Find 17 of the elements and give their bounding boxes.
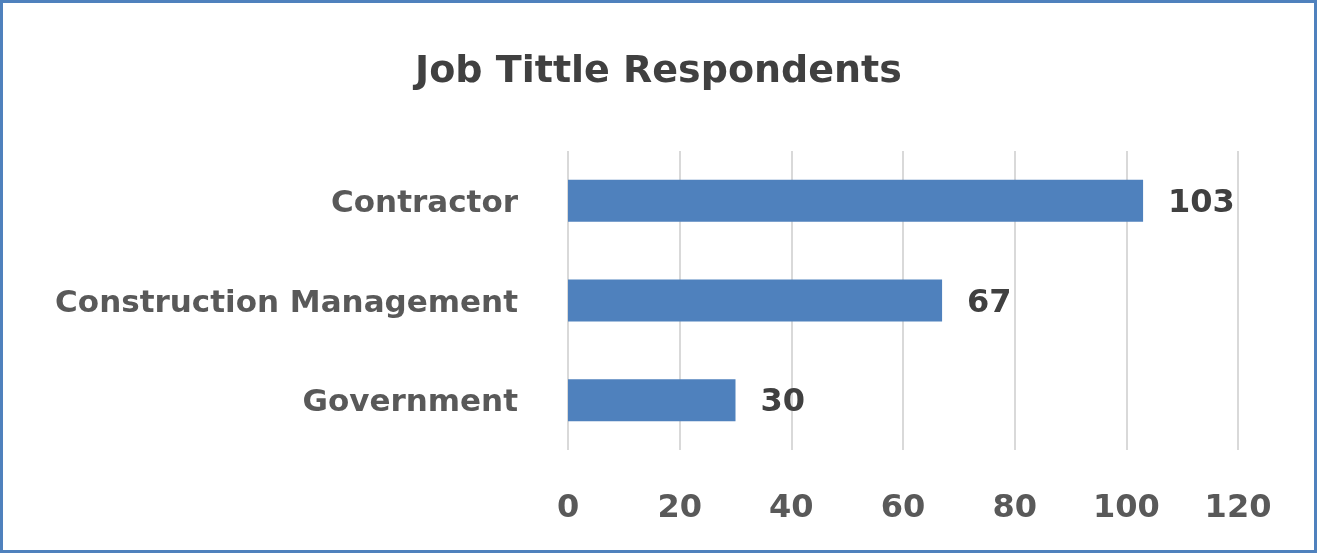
x-tick-label: 40 <box>769 487 814 525</box>
bar <box>568 379 736 422</box>
x-tick-label: 80 <box>992 487 1037 525</box>
x-tick-label: 0 <box>556 487 580 525</box>
data-label: 103 <box>1168 181 1235 220</box>
y-tick-label: Construction Management <box>55 282 519 319</box>
x-tick-label: 60 <box>880 487 926 525</box>
chart-title: Job Tittle Respondents <box>412 47 902 91</box>
y-tick-label: Government <box>302 382 519 419</box>
x-tick-label: 100 <box>1092 487 1160 525</box>
bar <box>568 279 943 322</box>
data-label: 30 <box>760 381 806 420</box>
data-label: 67 <box>967 281 1012 320</box>
x-tick-label: 20 <box>657 487 702 525</box>
bar <box>568 179 1144 222</box>
y-tick-label: Contractor <box>331 182 519 219</box>
x-tick-label: 120 <box>1204 487 1272 525</box>
